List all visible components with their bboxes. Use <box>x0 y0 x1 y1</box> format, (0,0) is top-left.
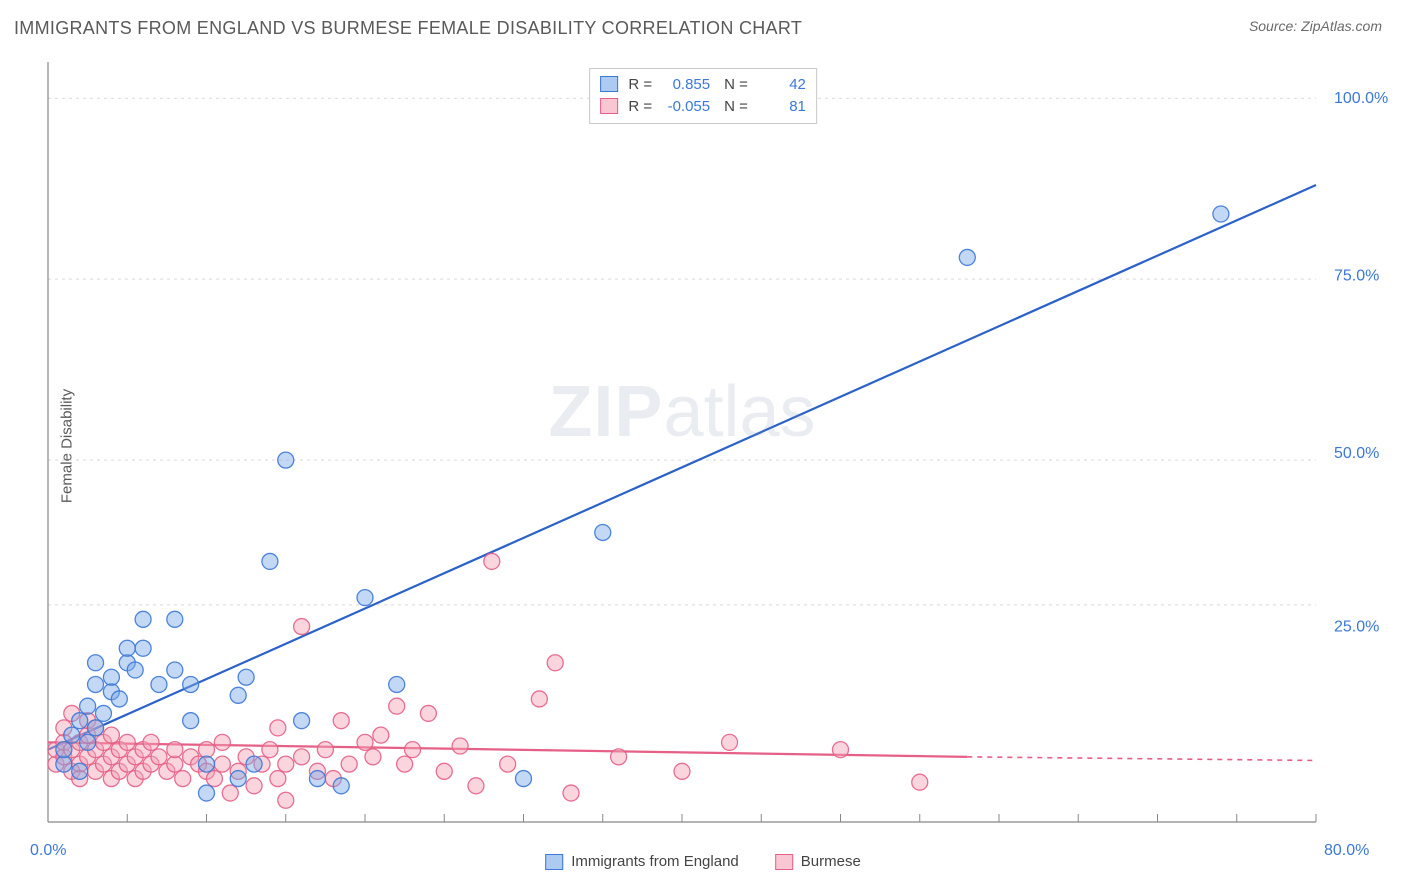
x-max-label: 80.0% <box>1324 842 1369 860</box>
legend-series: Immigrants from England Burmese <box>545 853 861 870</box>
chart-title: IMMIGRANTS FROM ENGLAND VS BURMESE FEMAL… <box>14 18 802 39</box>
svg-text:100.0%: 100.0% <box>1334 90 1388 107</box>
x-origin-label: 0.0% <box>30 842 66 860</box>
legend-correlation: R = 0.855 N = 42 R = -0.055 N = 81 <box>589 68 817 124</box>
svg-text:50.0%: 50.0% <box>1334 445 1379 462</box>
r-value-blue: 0.855 <box>660 76 710 93</box>
legend-item-blue: Immigrants from England <box>545 853 739 870</box>
legend-row-pink: R = -0.055 N = 81 <box>600 95 806 117</box>
swatch-pink <box>600 98 618 114</box>
legend-row-blue: R = 0.855 N = 42 <box>600 73 806 95</box>
plot-area: ZIPatlas 25.0%50.0%75.0%100.0% <box>48 62 1316 822</box>
swatch-blue <box>545 854 563 870</box>
n-label: N = <box>724 98 748 115</box>
r-label: R = <box>626 76 652 93</box>
swatch-blue <box>600 76 618 92</box>
correlation-chart: IMMIGRANTS FROM ENGLAND VS BURMESE FEMAL… <box>0 0 1406 892</box>
legend-label-blue: Immigrants from England <box>571 853 739 870</box>
n-value-blue: 42 <box>756 76 806 93</box>
legend-item-pink: Burmese <box>775 853 861 870</box>
source-label: Source: ZipAtlas.com <box>1249 18 1382 34</box>
n-value-pink: 81 <box>756 98 806 115</box>
r-label: R = <box>626 98 652 115</box>
plot-svg: 25.0%50.0%75.0%100.0% <box>48 62 1316 822</box>
n-label: N = <box>724 76 748 93</box>
svg-text:25.0%: 25.0% <box>1334 619 1379 636</box>
svg-text:75.0%: 75.0% <box>1334 268 1379 285</box>
legend-label-pink: Burmese <box>801 853 861 870</box>
swatch-pink <box>775 854 793 870</box>
r-value-pink: -0.055 <box>660 98 710 115</box>
